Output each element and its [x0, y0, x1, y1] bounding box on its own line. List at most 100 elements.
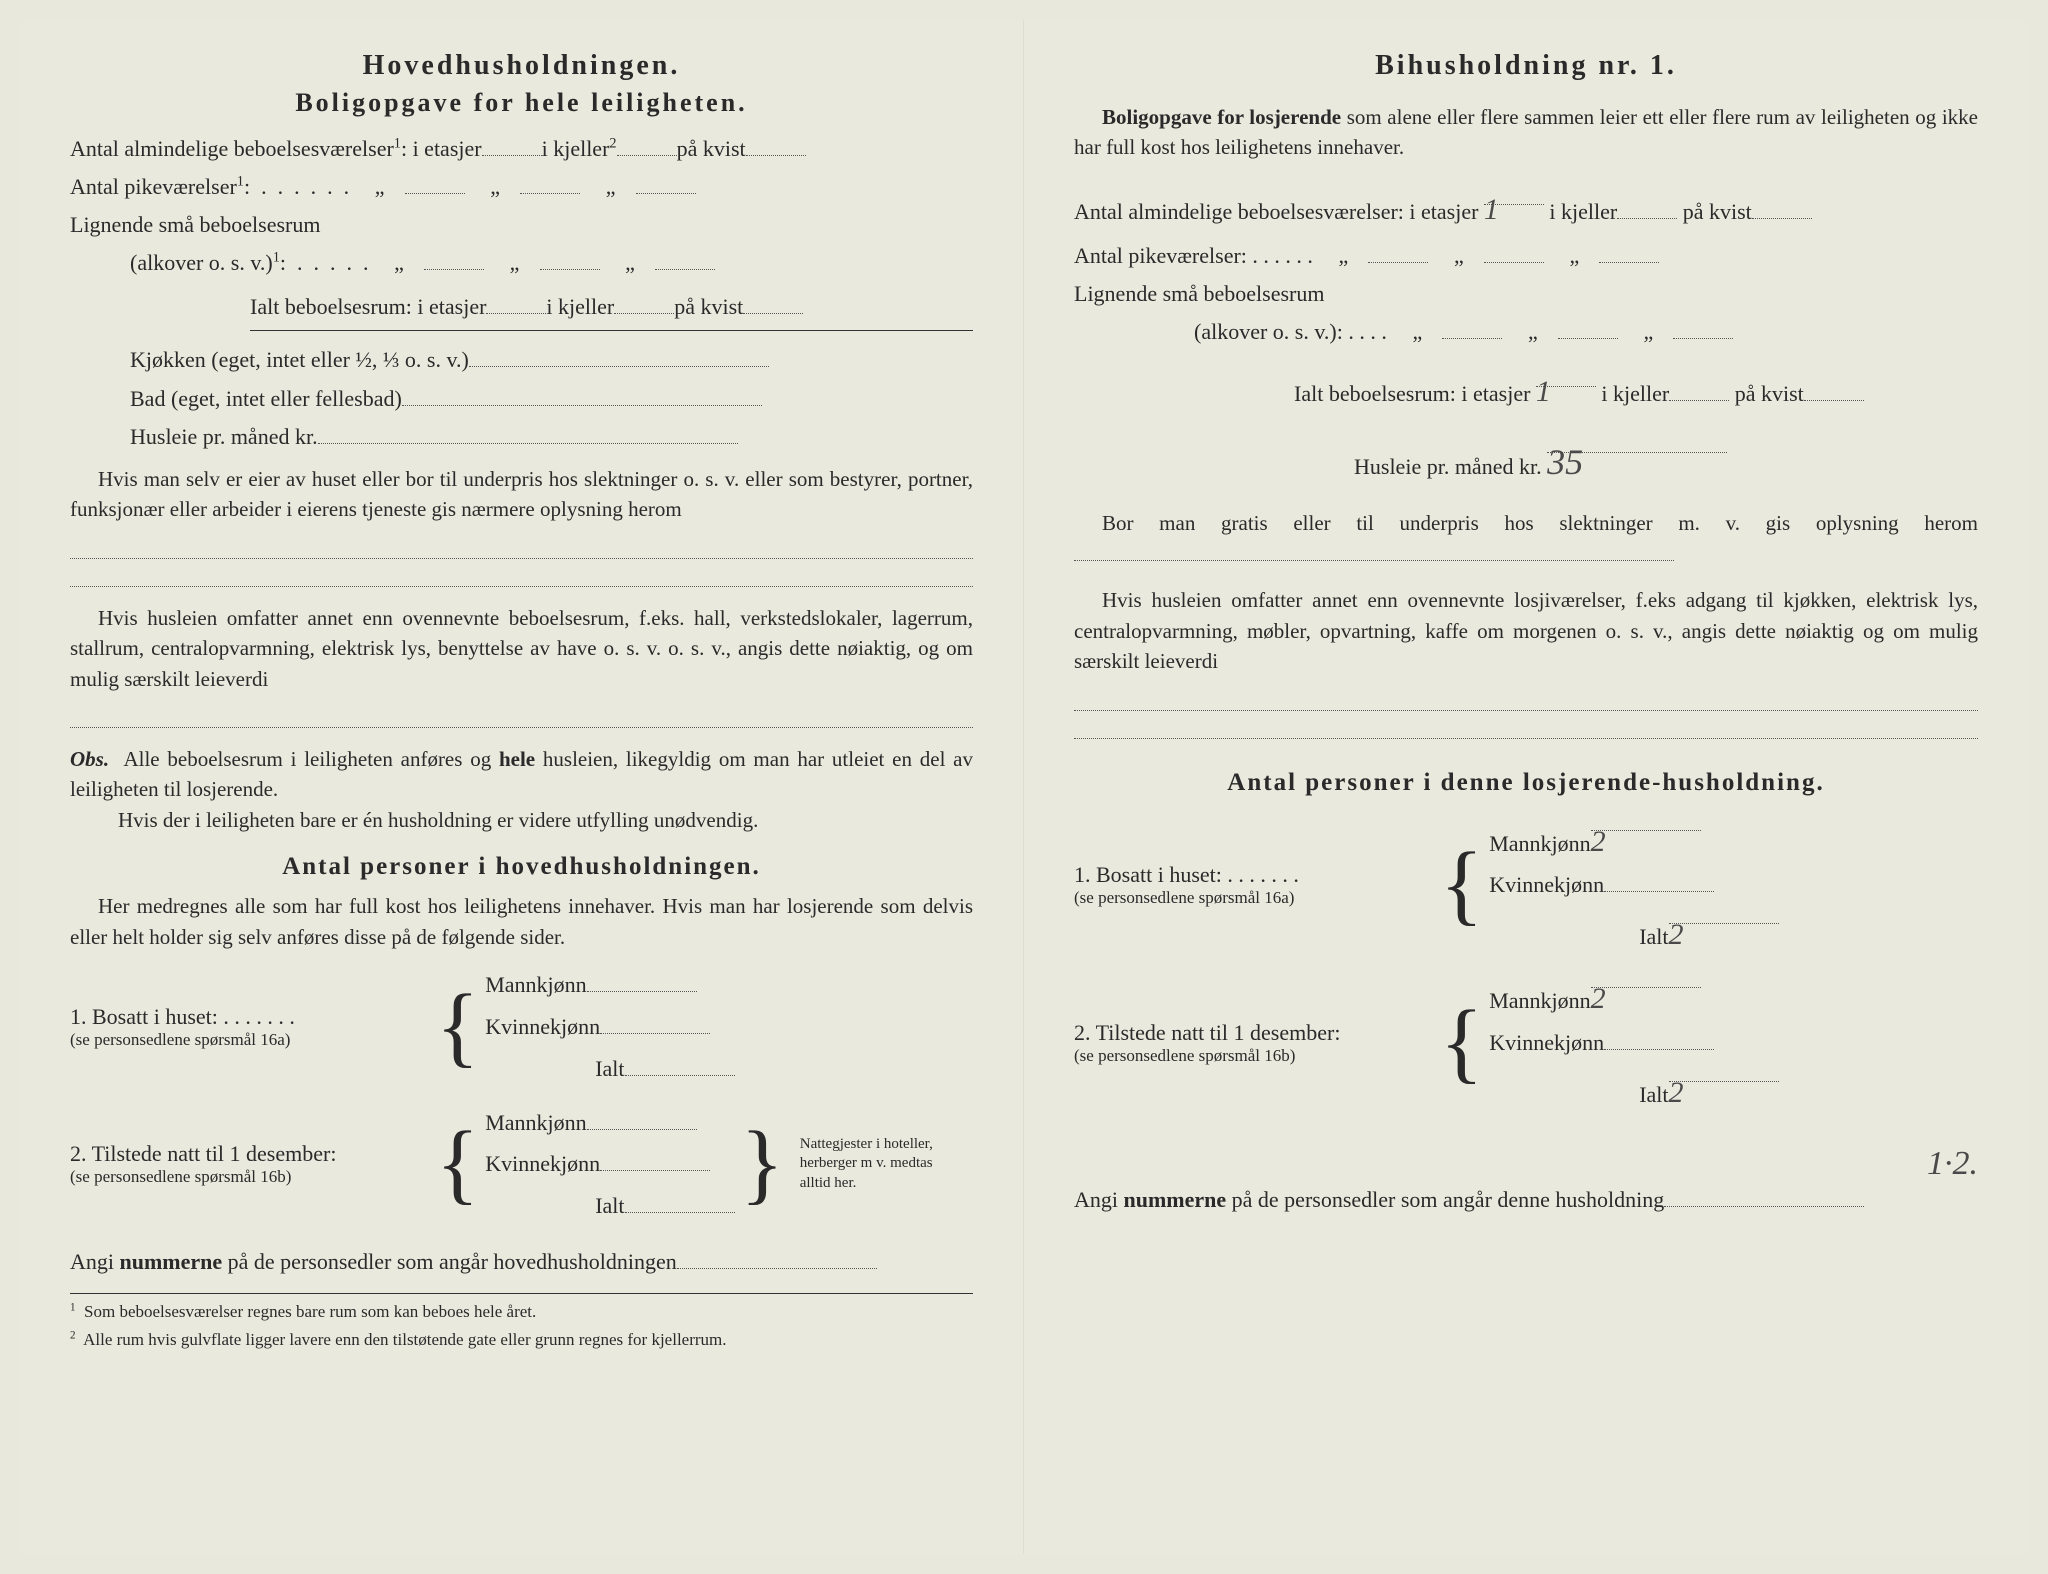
blank — [1074, 543, 1674, 561]
hw-value: 2 — [1669, 906, 1684, 963]
label: i kjeller — [1549, 199, 1617, 224]
blank-line — [1074, 715, 1978, 739]
row-ialt: Ialt beboelsesrum: i etasjeri kjellerpå … — [70, 290, 973, 324]
row-pikevaerelser: Antal pikeværelser1: . . . . . . „ „ „ — [70, 170, 973, 204]
blank-husleie: 35 — [1547, 435, 1727, 453]
q1-row: 1. Bosatt i huset: . . . . . . . (se per… — [1074, 813, 1978, 958]
label: på kvist — [1735, 381, 1804, 406]
right-title: Bihusholdning nr. 1. — [1074, 50, 1978, 82]
obs2: Hvis der i leiligheten bare er én hushol… — [70, 805, 758, 835]
left-subtitle: Boligopgave for hele leiligheten. — [70, 88, 973, 118]
label: Antal almindelige beboelsesværelser: i e… — [1074, 199, 1478, 224]
persons-intro: Her medregnes alle som har full kost hos… — [70, 891, 973, 952]
label: Ialt beboelsesrum: i etasjer — [1294, 381, 1530, 406]
label: Antal almindelige beboelsesværelser — [70, 136, 394, 161]
q1-label: 1. Bosatt i huset: . . . . . . . (se per… — [70, 1004, 430, 1050]
angi: Angi — [70, 1249, 114, 1274]
q1-sub: (se personsedlene spørsmål 16a) — [70, 1030, 430, 1050]
row-lignende-a: Lignende små beboelsesrum — [70, 208, 973, 242]
blank-mann: 2 — [1591, 813, 1701, 831]
brace-icon: { — [430, 991, 485, 1063]
hw-numbers: 1·2. — [1927, 1145, 1978, 1183]
footnote-1: 1 Som beboelsesværelser regnes bare rum … — [70, 1300, 973, 1324]
brace-close-icon: } — [735, 1128, 790, 1200]
kvinne-label: Kvinnekjønn — [485, 1014, 600, 1039]
q1-row: 1. Bosatt i huset: . . . . . . . (se per… — [70, 964, 973, 1089]
ditto: „ — [355, 170, 405, 204]
label: Ialt beboelsesrum: i etasjer — [250, 294, 486, 319]
blank — [587, 1112, 697, 1130]
blank-mann: 2 — [1591, 970, 1701, 988]
ditto: „ — [1318, 239, 1368, 273]
blank-etasjer: 1 — [1484, 187, 1544, 205]
blank — [625, 1195, 735, 1213]
ditto: „ — [374, 246, 424, 280]
hw-value: 35 — [1547, 435, 1583, 491]
ialt-label: Ialt — [595, 1193, 624, 1218]
q1-content: Mannkjønn2 Kvinnekjønn Ialt2 — [1489, 813, 1778, 958]
ialt-label: Ialt — [1639, 1082, 1668, 1107]
intro-bold: Boligopgave for losjerende — [1102, 105, 1341, 129]
fn1-text: Som beboelsesværelser regnes bare rum so… — [84, 1302, 536, 1321]
blank — [318, 426, 738, 444]
blank-ialt: 2 — [1669, 1064, 1779, 1082]
blank — [1442, 321, 1502, 339]
hw-value: 2 — [1669, 1064, 1684, 1121]
blank — [402, 388, 762, 406]
blank — [1599, 245, 1659, 263]
ialt-label: Ialt — [1639, 924, 1668, 949]
blank — [1752, 201, 1812, 219]
mann-label: Mannkjønn — [485, 1110, 586, 1135]
mann-label: Mannkjønn — [1489, 988, 1590, 1013]
q2-label: 2. Tilstede natt til 1 desember: (se per… — [70, 1141, 430, 1187]
q2-content: Mannkjønn Kvinnekjønn Ialt — [485, 1102, 734, 1227]
blank-kvist — [746, 138, 806, 156]
label3: i kjeller — [542, 136, 610, 161]
blank — [405, 176, 465, 194]
angi-line: Angi nummerne på de personsedler som ang… — [70, 1245, 973, 1279]
ditto: „ — [470, 170, 520, 204]
persons-heading: Antal personer i hovedhusholdningen. — [70, 853, 973, 881]
label: Bad (eget, intet eller fellesbad) — [130, 386, 402, 411]
blank — [1617, 201, 1677, 219]
blank — [469, 349, 769, 367]
ditto: „ — [1623, 315, 1673, 349]
label: (alkover o. s. v.): . . . . — [1194, 319, 1387, 344]
nummerne: nummerne — [1124, 1187, 1227, 1212]
blank-ialt: 2 — [1669, 906, 1779, 924]
blank — [655, 252, 715, 270]
q2-label: 2. Tilstede natt til 1 desember: (se per… — [1074, 1020, 1434, 1066]
blank — [424, 252, 484, 270]
row-husleie: Husleie pr. måned kr. 35 — [1074, 435, 1978, 484]
side-note: Nattegjester i hoteller, herberger m v. … — [800, 1135, 950, 1194]
q1-content: Mannkjønn Kvinnekjønn Ialt — [485, 964, 734, 1089]
q2-row: 2. Tilstede natt til 1 desember: (se per… — [70, 1102, 973, 1227]
blank — [520, 176, 580, 194]
left-column-hovedhusholdningen: Hovedhusholdningen. Boligopgave for hele… — [20, 20, 1024, 1554]
blank-line — [1074, 687, 1978, 711]
ditto: „ — [1392, 315, 1442, 349]
mann-label: Mannkjønn — [1489, 831, 1590, 856]
row-pikevaerelser: Antal pikeværelser: . . . . . . „ „ „ — [1074, 239, 1978, 273]
hw-value: 1 — [1484, 187, 1499, 234]
brace-icon: { — [1434, 849, 1489, 921]
nummerne: nummerne — [120, 1249, 223, 1274]
blank-etasjer-ialt: 1 — [1536, 369, 1596, 387]
kvinne-label: Kvinnekjønn — [1489, 1030, 1604, 1055]
intro: Boligopgave for losjerende som alene ell… — [1074, 102, 1978, 163]
blank-line — [70, 563, 973, 587]
blank — [636, 176, 696, 194]
blank — [1484, 245, 1544, 263]
row-ialt: Ialt beboelsesrum: i etasjer 1 i kjeller… — [1074, 369, 1978, 411]
label: i kjeller — [1601, 381, 1669, 406]
blank — [486, 296, 546, 314]
ditto: „ — [1549, 239, 1599, 273]
blank — [1368, 245, 1428, 263]
row-bad: Bad (eget, intet eller fellesbad) — [70, 382, 973, 416]
blank — [600, 1153, 710, 1171]
mann-label: Mannkjønn — [485, 972, 586, 997]
ialt-label: Ialt — [595, 1056, 624, 1081]
q1-label: 1. Bosatt i huset: . . . . . . . (se per… — [1074, 862, 1434, 908]
kvinne-label: Kvinnekjønn — [485, 1151, 600, 1176]
blank — [1604, 1032, 1714, 1050]
